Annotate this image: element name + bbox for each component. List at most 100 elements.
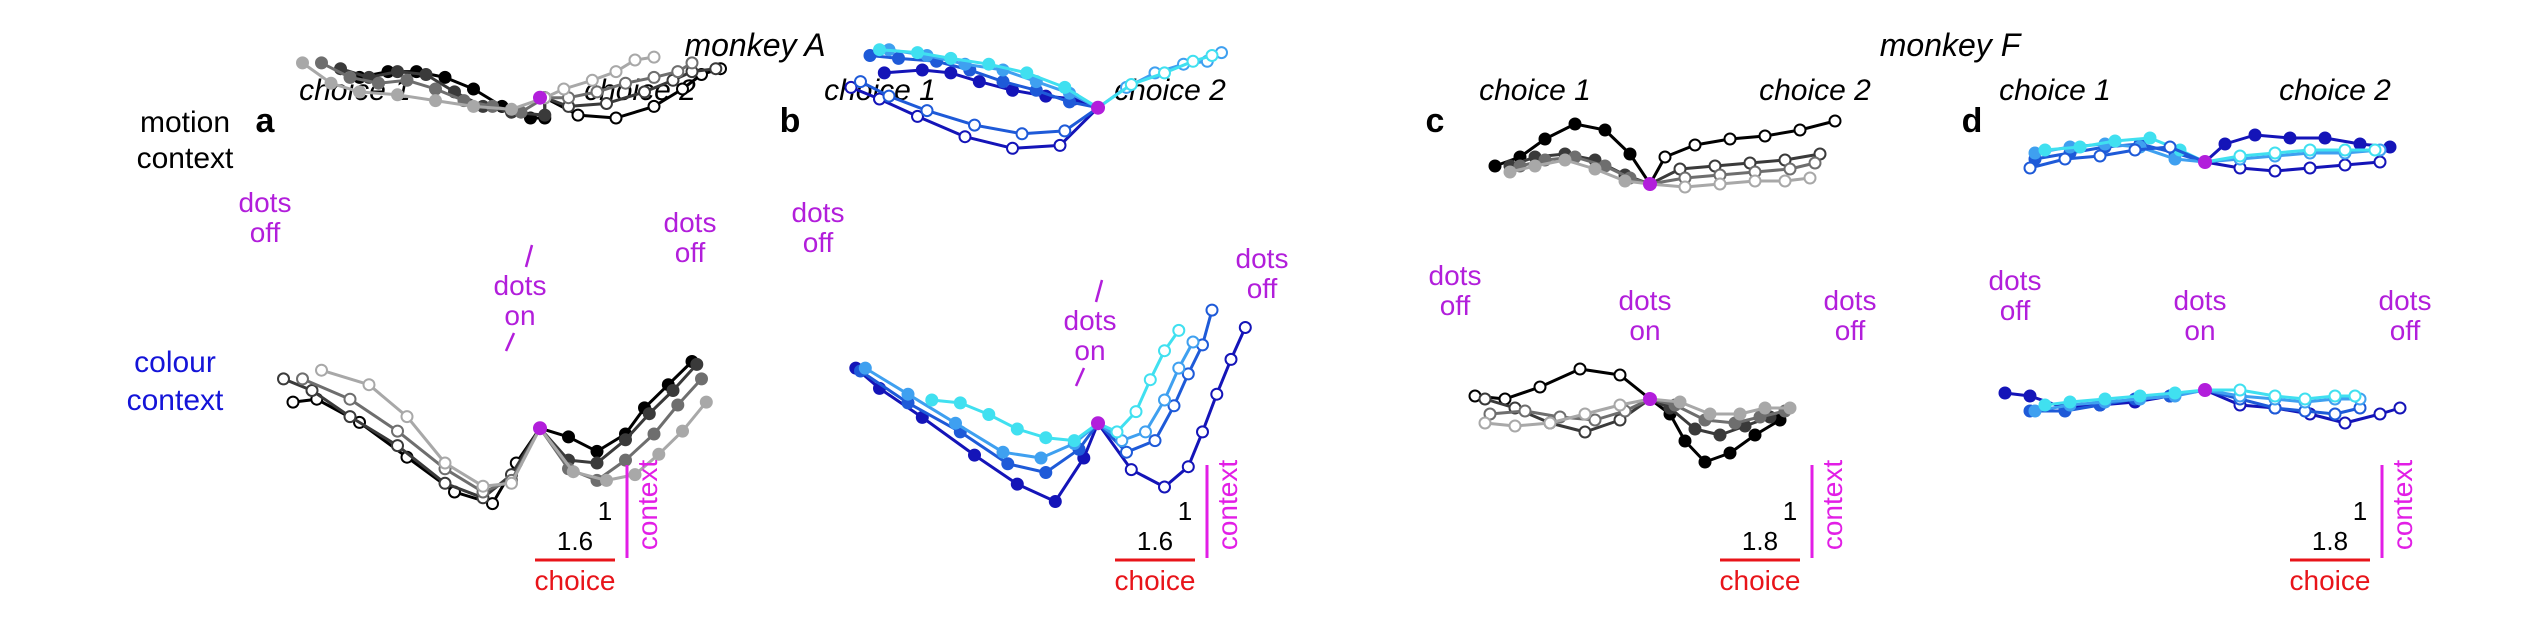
dots-on-label: on	[1074, 335, 1105, 366]
trajectory-point	[2283, 131, 2297, 145]
dots-on-label: dots	[1619, 285, 1672, 316]
dots-on-marker-motion	[2198, 155, 2212, 169]
trajectory-point	[676, 424, 689, 438]
trajectory-point	[1588, 413, 1602, 427]
trajectory-point	[1158, 393, 1171, 407]
trajectory-point	[1148, 434, 1162, 448]
trajectory-point	[647, 99, 661, 113]
trajectory-point	[315, 363, 328, 377]
trajectory-point	[873, 43, 886, 57]
trajectory-point	[2268, 164, 2282, 178]
trajectory-point	[343, 70, 357, 84]
trajectory-point	[2073, 140, 2087, 154]
trajectory-point	[1748, 428, 1762, 442]
trajectory-point	[372, 76, 385, 90]
trajectory-point	[1205, 49, 1219, 62]
trajectory-point	[2093, 149, 2107, 163]
trajectory-motion-open-7	[538, 50, 661, 105]
dots-off-label-right: off	[2390, 315, 2421, 346]
trajectory-point	[1803, 171, 1817, 185]
trajectory-point	[1124, 78, 1138, 91]
trajectory-motion-filled-0	[1488, 117, 1657, 191]
trajectory-point	[2038, 398, 2052, 412]
trajectory-point	[958, 130, 972, 144]
scale-bar: 1.61 choice context	[1115, 460, 1243, 596]
trajectory-point	[690, 357, 704, 371]
trajectory-point	[671, 398, 685, 412]
trajectory-point	[505, 102, 518, 116]
monkey-a-title: monkey A	[684, 27, 825, 63]
trajectory-point	[571, 108, 585, 122]
trajectory-point	[609, 111, 623, 125]
dots-on-arrow-up	[524, 244, 534, 268]
trajectory-motion-open-4	[844, 80, 1105, 155]
dots-on-marker-motion	[1091, 100, 1105, 115]
trajectory-point	[1224, 352, 1238, 366]
trajectory-point	[600, 473, 613, 487]
trajectory-point	[1783, 162, 1797, 176]
trajectory-point	[419, 68, 433, 81]
trajectory-point	[2038, 143, 2052, 157]
dots-on-label: dots	[2174, 285, 2227, 316]
choice-axis-label: choice	[535, 565, 616, 596]
trajectory-point	[647, 70, 661, 84]
trajectory-point	[699, 395, 713, 409]
dots-off-label-left: dots	[1429, 260, 1482, 291]
trajectory-point	[1181, 367, 1195, 381]
trajectory-motion-open-6	[538, 56, 699, 105]
trajectory-colour-open-12	[1468, 362, 1657, 406]
trajectory-point	[2268, 146, 2282, 160]
trajectory-point	[2368, 143, 2382, 157]
trajectory-point	[911, 109, 924, 123]
trajectory-point	[1039, 466, 1053, 479]
trajectory-point	[628, 53, 642, 67]
trajectory-point	[972, 75, 986, 89]
trajectory-colour-open-15	[1091, 323, 1186, 439]
trajectory-point	[1703, 407, 1717, 421]
trajectory-point	[296, 56, 309, 70]
trajectory-point	[2108, 134, 2122, 148]
trajectory-point	[1723, 132, 1737, 146]
trajectory-line	[321, 368, 542, 488]
trajectory-point	[2128, 143, 2142, 157]
trajectory-motion-open-4	[538, 62, 727, 125]
trajectory-colour-open-14	[1483, 392, 1657, 427]
context-axis-label: context	[1817, 460, 1848, 550]
trajectory-point	[920, 104, 934, 118]
panel-letter-d: d	[1962, 102, 1983, 140]
dots-on-marker-colour	[1643, 392, 1657, 406]
dots-on-marker-motion	[533, 90, 547, 105]
trajectory-point	[277, 372, 290, 386]
dots-on-label: on	[504, 300, 535, 331]
dots-off-label-left: off	[803, 227, 834, 258]
context-axis-label: context	[632, 460, 663, 550]
dots-off-label-right: dots	[664, 207, 717, 238]
trajectory-point	[505, 476, 518, 490]
trajectory-point	[438, 456, 452, 470]
trajectory-point	[944, 66, 958, 80]
trajectory-point	[1053, 138, 1067, 152]
trajectory-point	[666, 384, 680, 397]
trajectory-point	[1528, 159, 1542, 173]
trajectory-point	[638, 85, 651, 99]
trajectory-point	[2338, 158, 2352, 172]
trajectory-point	[538, 108, 552, 122]
trajectory-point	[343, 392, 357, 406]
trajectory-point	[391, 424, 404, 438]
trajectory-point	[2028, 404, 2042, 418]
trajectory-point	[1067, 434, 1081, 448]
trajectory-point	[619, 76, 632, 90]
choice-scale-value: 1.8	[2312, 526, 2348, 556]
trajectory-point	[1568, 117, 1582, 131]
trajectory-point	[882, 89, 896, 103]
choice-scale-value: 1.6	[557, 526, 593, 556]
trajectory-point	[671, 65, 685, 79]
colour-context-label-line2: context	[127, 384, 224, 417]
trajectory-point	[628, 468, 642, 482]
trajectory-point	[1748, 174, 1762, 188]
trajectory-line	[854, 366, 1100, 503]
trajectory-point	[2133, 389, 2147, 403]
trajectory-point	[1058, 124, 1072, 138]
trajectory-point	[1613, 398, 1627, 412]
